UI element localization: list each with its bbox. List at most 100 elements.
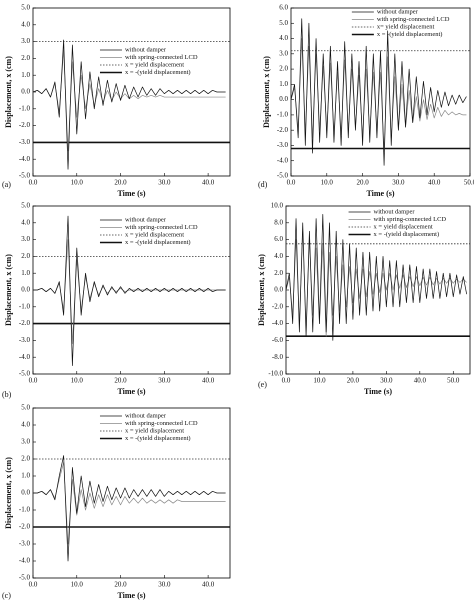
y-axis-label: Displacement, x (cm) [257, 254, 266, 326]
x-tick-label: 30.0 [158, 377, 171, 385]
y-tick-label: 2.0 [279, 65, 288, 73]
x-tick-label: 20.0 [114, 377, 127, 385]
y-tick-label: 0.0 [21, 286, 30, 294]
series-line [33, 215, 226, 366]
y-tick-label: 2.0 [21, 252, 30, 260]
legend-label: with spring-connected LCD [374, 216, 447, 223]
y-tick-label: -1.0 [277, 111, 289, 119]
x-tick-label: 20.0 [356, 179, 369, 187]
x-tick-label: 10.0 [71, 377, 84, 385]
x-tick-label: 30.0 [158, 581, 171, 589]
series-line [285, 214, 467, 341]
x-tick-label: 10.0 [71, 581, 84, 589]
panel-label: (a) [2, 180, 11, 189]
x-tick-label: 20.0 [347, 377, 360, 385]
legend-label: x = -(yield displacement) [125, 69, 191, 76]
y-tick-label: -10.0 [268, 370, 283, 378]
y-tick-label: 6.0 [274, 235, 283, 243]
legend-label: without damper [374, 208, 416, 215]
x-tick-label: 40.0 [414, 377, 427, 385]
y-tick-label: -3.0 [19, 336, 31, 344]
legend-label: x = -(yield displacement) [377, 31, 443, 38]
y-tick-label: 4.0 [21, 218, 30, 226]
y-axis-label: Displacement, x (cm) [262, 56, 271, 128]
y-tick-label: -5.0 [19, 172, 31, 180]
panel-label: (b) [2, 390, 12, 399]
y-tick-label: -2.0 [19, 523, 31, 531]
legend-label: without damper [125, 412, 167, 419]
y-axis-label: Displacement, x (cm) [4, 457, 13, 529]
legend-label: with spring-connected LCD [125, 54, 198, 61]
x-tick-label: 0.0 [29, 179, 38, 187]
y-tick-label: -4.0 [277, 156, 289, 164]
y-tick-label: 0.0 [274, 286, 283, 294]
y-tick-label: 10.0 [271, 202, 284, 210]
y-tick-label: 3.0 [21, 37, 30, 45]
y-tick-label: -2.0 [19, 121, 31, 129]
y-tick-label: -1.0 [19, 302, 31, 310]
x-axis-label: Time (s) [117, 189, 145, 198]
legend-label: x = yield displacement [125, 231, 184, 238]
y-tick-label: 2.0 [21, 54, 30, 62]
y-tick-label: -5.0 [19, 370, 31, 378]
y-tick-label: -3.0 [19, 540, 31, 548]
legend-label: without damper [125, 216, 167, 223]
x-tick-label: 40.0 [202, 377, 215, 385]
y-tick-label: 2.0 [274, 269, 283, 277]
legend-label: x= yield displacement [377, 23, 435, 30]
plot-frame [290, 7, 471, 177]
y-tick-label: 5.0 [279, 19, 288, 27]
x-tick-label: 30.0 [392, 179, 405, 187]
y-tick-label: 1.0 [21, 269, 30, 277]
y-tick-label: -5.0 [277, 172, 289, 180]
y-tick-label: 3.0 [21, 235, 30, 243]
x-axis-label: Time (s) [117, 387, 145, 396]
y-tick-label: 0.0 [21, 489, 30, 497]
y-tick-label: 3.0 [21, 438, 30, 446]
y-axis-label: Displacement, x (cm) [4, 254, 13, 326]
panel-label: (c) [2, 591, 11, 600]
x-axis-label: Time (s) [364, 387, 392, 396]
y-tick-label: 5.0 [21, 4, 30, 12]
legend-label: x = -(yield displacement) [374, 231, 440, 238]
y-tick-label: -2.0 [277, 126, 289, 134]
y-tick-label: -2.0 [19, 319, 31, 327]
series-line [32, 39, 226, 170]
y-tick-label: 1.0 [21, 71, 30, 79]
y-tick-label: -2.0 [272, 302, 284, 310]
legend-label: without damper [377, 8, 419, 15]
legend-label: x = yield displacement [374, 223, 433, 230]
x-tick-label: 0.0 [282, 377, 291, 385]
legend-label: without damper [125, 46, 167, 53]
series-line [33, 239, 226, 345]
x-tick-label: 50.0 [447, 377, 460, 385]
y-tick-label: 1.0 [279, 80, 288, 88]
y-tick-label: 8.0 [274, 218, 283, 226]
y-tick-label: -1.0 [19, 104, 31, 112]
x-axis-label: Time (s) [366, 189, 394, 198]
y-tick-label: 0.0 [21, 88, 30, 96]
series-line [285, 230, 467, 337]
panel-label: (d) [258, 180, 268, 189]
y-tick-label: -3.0 [277, 141, 289, 149]
series-line [290, 18, 467, 166]
y-tick-label: 4.0 [279, 34, 288, 42]
x-tick-label: 20.0 [114, 179, 127, 187]
x-tick-label: 40.0 [202, 581, 215, 589]
x-tick-label: 40.0 [428, 179, 441, 187]
y-tick-label: -5.0 [19, 574, 31, 582]
x-tick-label: 30.0 [380, 377, 393, 385]
y-tick-label: 5.0 [21, 404, 30, 412]
series-line [33, 462, 226, 545]
y-tick-label: 4.0 [21, 421, 30, 429]
y-tick-label: 5.0 [21, 202, 30, 210]
y-tick-label: -4.0 [19, 353, 31, 361]
legend-label: with spring-connected LCD [125, 224, 198, 231]
legend-label: x = -(yield displacement) [125, 435, 191, 442]
x-tick-label: 0.0 [29, 377, 38, 385]
y-tick-label: 4.0 [274, 252, 283, 260]
y-tick-label: 0.0 [279, 95, 288, 103]
legend-label: with spring-connected LCD [377, 16, 450, 23]
y-tick-label: 1.0 [21, 472, 30, 480]
